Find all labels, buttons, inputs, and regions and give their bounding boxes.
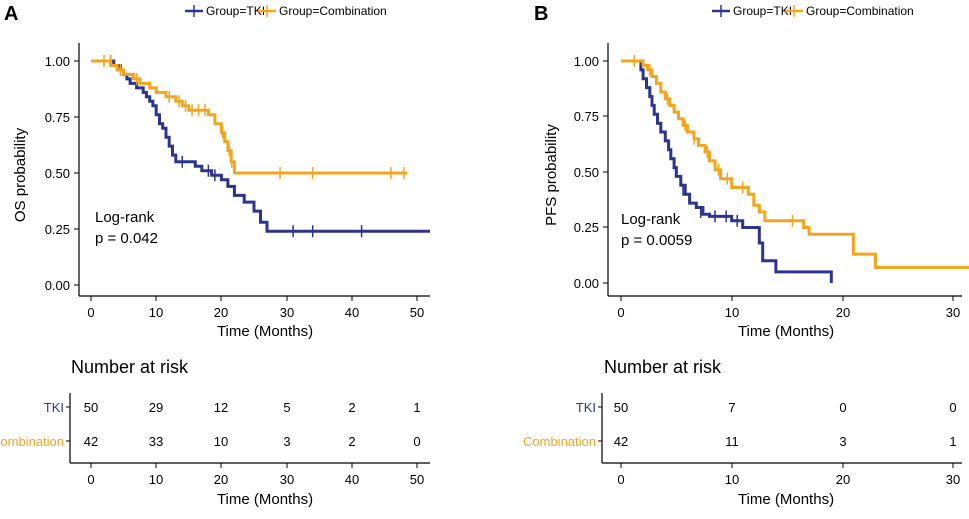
x-tick-label: 0 [87,305,94,320]
y-tick-label: 0.25 [574,220,599,235]
panel-b-curves [621,55,969,283]
x-tick-label: 0 [617,305,624,320]
risk-x-tick-label: 40 [345,472,359,487]
panel-a-logrank-label: Log-rank [95,209,155,226]
risk-cell: 0 [839,400,846,415]
risk-cell: 50 [84,400,98,415]
y-tick-label: 0.00 [45,278,70,293]
risk-x-tick-label: 10 [149,472,163,487]
legend-combination-label: Group=Combination [279,4,387,18]
panel-b-label: B [534,3,548,25]
combination-survival-curve [621,59,969,269]
panel-a: A Group=TKI Group=Combination 0.00 0.25 … [0,3,430,508]
risk-cell: 2 [348,434,355,449]
panel-b-y-title: PFS probability [543,124,560,226]
x-tick-label: 20 [214,305,228,320]
x-tick-label: 10 [149,305,163,320]
panel-a-y-ticks: 0.00 0.25 0.50 0.75 1.00 [45,54,79,293]
panel-a-x-ticks: 0 10 20 30 40 50 [87,296,424,320]
panel-b-risk-x-title: Time (Months) [738,491,834,508]
panel-a-label: A [4,3,18,25]
panel-b-pvalue: p = 0.0059 [621,232,692,249]
risk-x-tick-label: 20 [214,472,228,487]
panel-b-x-title: Time (Months) [738,323,834,340]
y-tick-label: 1.00 [574,54,599,69]
legend-combination-label: Group=Combination [806,4,914,18]
risk-cell: 3 [283,434,290,449]
risk-cell: 7 [728,400,735,415]
risk-cell: 29 [149,400,163,415]
risk-row-label-combination: Combination [0,434,64,449]
y-tick-label: 1.00 [45,54,70,69]
risk-cell: 3 [839,434,846,449]
y-tick-label: 0.00 [574,276,599,291]
panel-b-y-ticks: 0.00 0.25 0.50 0.75 1.00 [574,54,608,291]
risk-cell: 42 [614,434,628,449]
risk-x-tick-label: 20 [836,472,850,487]
risk-x-tick-label: 30 [280,472,294,487]
risk-cell: 12 [214,400,228,415]
risk-x-tick-label: 0 [617,472,624,487]
panel-b-logrank-label: Log-rank [621,211,681,228]
risk-x-tick-label: 30 [946,472,960,487]
risk-row-label-combination: Combination [523,434,596,449]
y-tick-label: 0.75 [45,110,70,125]
risk-cell: 33 [149,434,163,449]
y-tick-label: 0.75 [574,109,599,124]
panel-a-risk-title: Number at risk [71,357,189,377]
risk-cell: 2 [348,400,355,415]
risk-cell: 1 [413,400,420,415]
x-tick-label: 20 [836,305,850,320]
y-tick-label: 0.50 [574,165,599,180]
x-tick-label: 30 [280,305,294,320]
panel-a-risk-x-title: Time (Months) [217,491,313,508]
x-tick-label: 30 [946,305,960,320]
risk-row-label-tki: TKI [576,400,596,415]
panel-b-x-ticks: 0 10 20 30 [617,296,960,320]
risk-cell: 50 [614,400,628,415]
panel-b-risk-title: Number at risk [604,357,722,377]
risk-cell: 42 [84,434,98,449]
x-tick-label: 40 [345,305,359,320]
risk-cell: 11 [725,434,739,449]
legend-tki-label: Group=TKI [733,4,792,18]
combination-survival-curve [91,59,408,175]
panel-a-curves [91,55,430,238]
panel-a-y-title: OS probability [12,127,29,222]
risk-x-tick-label: 50 [410,472,424,487]
risk-cell: 5 [283,400,290,415]
risk-cell: 0 [413,434,420,449]
panel-b-risk-table: Number at risk TKI Combination 50 7 0 0 … [523,357,962,508]
legend-tki-label: Group=TKI [206,4,265,18]
panel-a-x-title: Time (Months) [217,323,313,340]
risk-cell: 1 [949,434,956,449]
tki-survival-curve [621,59,833,283]
risk-x-tick-label: 10 [725,472,739,487]
tki-survival-curve [91,59,430,233]
x-tick-label: 50 [410,305,424,320]
risk-cell: 10 [214,434,228,449]
risk-x-tick-label: 0 [87,472,94,487]
panel-a-pvalue: p = 0.042 [95,230,158,247]
panel-b: B Group=TKI Group=Combination 0.00 0.25 … [523,3,969,508]
x-tick-label: 10 [725,305,739,320]
panel-b-legend: Group=TKI Group=Combination [712,4,914,18]
y-tick-label: 0.25 [45,222,70,237]
panel-a-legend: Group=TKI Group=Combination [185,4,387,18]
risk-row-label-tki: TKI [44,400,64,415]
panel-a-risk-table: Number at risk TKI Combination 50 29 12 … [0,357,430,508]
y-tick-label: 0.50 [45,166,70,181]
risk-cell: 0 [949,400,956,415]
